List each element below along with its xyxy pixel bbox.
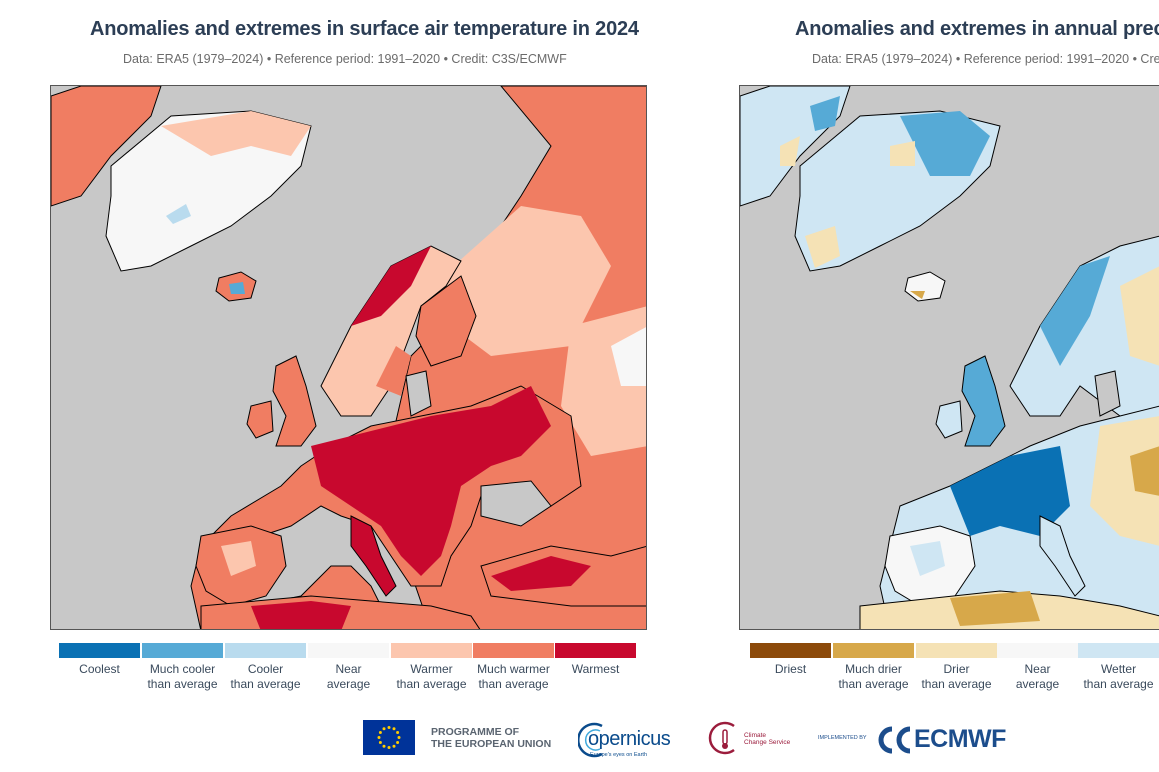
temperature-legend-item: Much cooler than average bbox=[142, 643, 223, 692]
precipitation-legend-item: Near average bbox=[997, 643, 1078, 692]
legend-label: Warmest bbox=[571, 662, 620, 676]
legend-swatch bbox=[473, 643, 554, 658]
legend-label: Cooler than average bbox=[230, 662, 301, 691]
precipitation-legend-item: Wetter than average bbox=[1078, 643, 1159, 692]
legend-label: Driest bbox=[774, 662, 807, 676]
legend-label: Near average bbox=[326, 662, 371, 691]
ecmwf-logo: ECMWF bbox=[876, 725, 1021, 755]
arctic-islands bbox=[51, 86, 162, 207]
legend-label: Much warmer than average bbox=[477, 662, 550, 691]
legend-label: Coolest bbox=[79, 662, 120, 676]
central-europe-warmest bbox=[311, 386, 551, 576]
finland bbox=[415, 275, 477, 367]
copernicus-logo: opernicus Europe's eyes on Earth bbox=[578, 720, 680, 760]
precipitation-legend-item: Much drier than average bbox=[833, 643, 914, 692]
eu-programme-text: PROGRAMME OF THE EUROPEAN UNION bbox=[431, 726, 552, 750]
legend-label: Wetter than average bbox=[1083, 662, 1154, 691]
ireland bbox=[935, 400, 963, 439]
eu-flag-icon bbox=[363, 720, 415, 755]
legend-swatch bbox=[59, 643, 140, 658]
legend-label: Warmer than average bbox=[396, 662, 467, 691]
legend-swatch bbox=[142, 643, 223, 658]
temperature-legend-item: Much warmer than average bbox=[473, 643, 554, 692]
temperature-legend-item: Coolest bbox=[59, 643, 140, 677]
c3s-logo: Climate Change Service bbox=[708, 720, 798, 760]
legend-label: Near average bbox=[1015, 662, 1060, 691]
legend-swatch bbox=[750, 643, 831, 658]
italy bbox=[350, 515, 397, 597]
black-sea bbox=[480, 480, 552, 527]
c3s-wordmark: Climate Change Service bbox=[744, 732, 791, 746]
italy bbox=[1039, 515, 1086, 597]
legend-swatch bbox=[225, 643, 306, 658]
ireland bbox=[246, 400, 274, 439]
scandinavia bbox=[1009, 235, 1159, 417]
legend-swatch bbox=[916, 643, 997, 658]
legend-label: Drier than average bbox=[921, 662, 992, 691]
legend-label: Much drier than average bbox=[838, 662, 909, 691]
baltic-sea bbox=[405, 370, 432, 417]
precipitation-anomaly-map bbox=[739, 85, 1159, 630]
legend-swatch bbox=[1078, 643, 1159, 658]
precipitation-legend-item: Drier than average bbox=[916, 643, 997, 692]
implemented-by-text: IMPLEMENTED BY bbox=[818, 735, 867, 741]
copernicus-tagline: Europe's eyes on Earth bbox=[590, 752, 648, 758]
temperature-legend-item: Warmest bbox=[555, 643, 636, 677]
baltic-sea bbox=[1094, 370, 1121, 417]
temperature-legend-item: Near average bbox=[308, 643, 389, 692]
great-britain bbox=[961, 355, 1006, 447]
precipitation-map-title: Anomalies and extremes in annual precipi… bbox=[795, 18, 1159, 40]
legend-swatch bbox=[555, 643, 636, 658]
temperature-anomaly-map bbox=[50, 85, 647, 630]
temperature-legend-item: Cooler than average bbox=[225, 643, 306, 692]
legend-swatch bbox=[833, 643, 914, 658]
great-britain bbox=[272, 355, 317, 447]
precipitation-map-subtitle: Data: ERA5 (1979–2024) • Reference perio… bbox=[812, 52, 1159, 66]
legend-label: Much cooler than average bbox=[147, 662, 218, 691]
legend-swatch bbox=[997, 643, 1078, 658]
legend-swatch bbox=[308, 643, 389, 658]
temperature-map-subtitle: Data: ERA5 (1979–2024) • Reference perio… bbox=[123, 52, 567, 66]
ecmwf-wordmark: ECMWF bbox=[914, 725, 1006, 753]
temperature-map-title: Anomalies and extremes in surface air te… bbox=[90, 18, 639, 40]
precipitation-legend-item: Driest bbox=[750, 643, 831, 677]
footer-logos: PROGRAMME OF THE EUROPEAN UNION opernicu… bbox=[0, 716, 1159, 766]
copernicus-wordmark: opernicus bbox=[588, 728, 671, 750]
temperature-legend-item: Warmer than average bbox=[391, 643, 472, 692]
legend-swatch bbox=[391, 643, 472, 658]
